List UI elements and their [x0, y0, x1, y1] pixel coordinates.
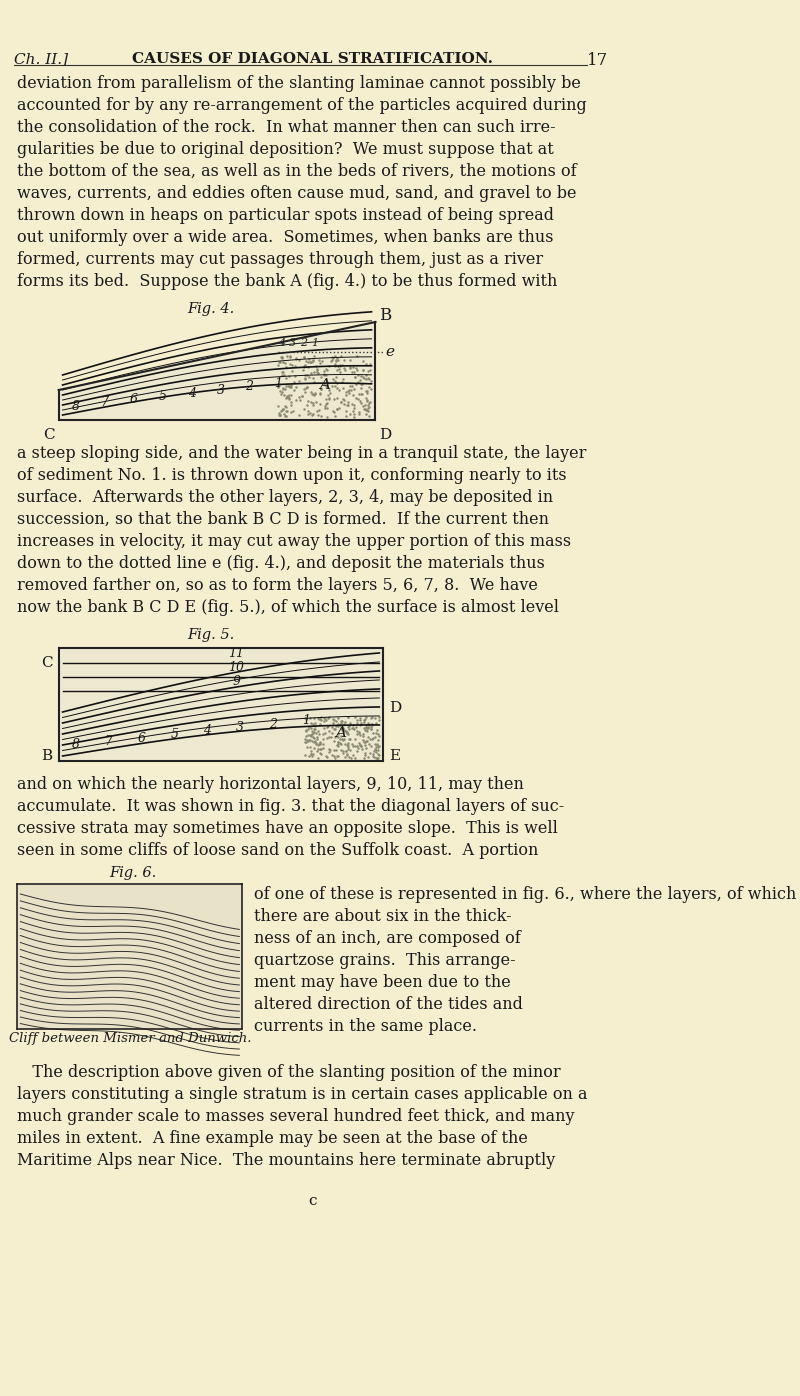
Text: increases in velocity, it may cut away the upper portion of this mass: increases in velocity, it may cut away t… — [18, 533, 571, 550]
Text: 5: 5 — [170, 727, 178, 741]
Text: Fig. 6.: Fig. 6. — [110, 866, 157, 879]
Text: 9: 9 — [233, 676, 241, 688]
Text: cessive strata may sometimes have an opposite slope.  This is well: cessive strata may sometimes have an opp… — [18, 819, 558, 838]
Text: C: C — [41, 656, 53, 670]
Text: 17: 17 — [586, 52, 608, 68]
Text: altered direction of the tides and: altered direction of the tides and — [254, 995, 523, 1013]
Text: quartzose grains.  This arrange-: quartzose grains. This arrange- — [254, 952, 516, 969]
Text: 6: 6 — [130, 394, 138, 406]
Text: Fig. 5.: Fig. 5. — [187, 628, 235, 642]
Text: waves, currents, and eddies often cause mud, sand, and gravel to be: waves, currents, and eddies often cause … — [18, 186, 577, 202]
Text: ment may have been due to the: ment may have been due to the — [254, 974, 511, 991]
Polygon shape — [18, 884, 242, 1029]
Text: B: B — [42, 750, 53, 764]
Text: 1: 1 — [311, 338, 318, 348]
Text: 4: 4 — [203, 725, 211, 737]
Text: Fig. 4.: Fig. 4. — [187, 302, 235, 315]
Text: succession, so that the bank B C D is formed.  If the current then: succession, so that the bank B C D is fo… — [18, 511, 550, 528]
Text: 2: 2 — [269, 718, 277, 730]
Text: E: E — [390, 750, 401, 764]
Text: layers constituting a single stratum is in certain cases applicable on a: layers constituting a single stratum is … — [18, 1086, 588, 1103]
Text: deviation from parallelism of the slanting laminae cannot possibly be: deviation from parallelism of the slanti… — [18, 75, 581, 92]
Text: ness of an inch, are composed of: ness of an inch, are composed of — [254, 930, 521, 946]
Text: 3: 3 — [236, 720, 244, 734]
Text: 2: 2 — [246, 380, 254, 394]
Text: miles in extent.  A fine example may be seen at the base of the: miles in extent. A fine example may be s… — [18, 1129, 528, 1148]
Text: accumulate.  It was shown in fig. 3. that the diagonal layers of suc-: accumulate. It was shown in fig. 3. that… — [18, 799, 565, 815]
Text: the bottom of the sea, as well as in the beds of rivers, the motions of: the bottom of the sea, as well as in the… — [18, 163, 577, 180]
Text: gularities be due to original deposition?  We must suppose that at: gularities be due to original deposition… — [18, 141, 554, 158]
Text: Cliff between Mismer and Dunwich.: Cliff between Mismer and Dunwich. — [9, 1032, 251, 1046]
Text: 2: 2 — [300, 338, 307, 348]
Text: e: e — [386, 345, 394, 359]
Text: D: D — [390, 701, 402, 715]
Text: 4: 4 — [188, 387, 196, 399]
Text: c: c — [309, 1194, 317, 1208]
Text: thrown down in heaps on particular spots instead of being spread: thrown down in heaps on particular spots… — [18, 207, 554, 223]
Text: B: B — [379, 307, 392, 324]
Text: 3: 3 — [289, 338, 296, 348]
Text: the consolidation of the rock.  In what manner then can such irre-: the consolidation of the rock. In what m… — [18, 119, 556, 135]
Text: Maritime Alps near Nice.  The mountains here terminate abruptly: Maritime Alps near Nice. The mountains h… — [18, 1152, 555, 1168]
Text: A: A — [334, 726, 346, 740]
Text: forms its bed.  Suppose the bank A (fig. 4.) to be thus formed with: forms its bed. Suppose the bank A (fig. … — [18, 274, 558, 290]
Text: of one of these is represented in fig. 6., where the layers, of which: of one of these is represented in fig. 6… — [254, 886, 797, 903]
Text: now the bank B C D E (fig. 5.), of which the surface is almost level: now the bank B C D E (fig. 5.), of which… — [18, 599, 559, 616]
Text: 8: 8 — [72, 399, 80, 412]
Text: accounted for by any re-arrangement of the particles acquired during: accounted for by any re-arrangement of t… — [18, 96, 587, 114]
Text: surface.  Afterwards the other layers, 2, 3, 4, may be deposited in: surface. Afterwards the other layers, 2,… — [18, 489, 554, 505]
Text: CAUSES OF DIAGONAL STRATIFICATION.: CAUSES OF DIAGONAL STRATIFICATION. — [132, 52, 494, 66]
Text: 8: 8 — [72, 738, 80, 751]
Text: The description above given of the slanting position of the minor: The description above given of the slant… — [18, 1064, 561, 1081]
Text: and on which the nearly horizontal layers, 9, 10, 11, may then: and on which the nearly horizontal layer… — [18, 776, 524, 793]
Text: down to the dotted line e (fig. 4.), and deposit the materials thus: down to the dotted line e (fig. 4.), and… — [18, 556, 545, 572]
Text: 7: 7 — [101, 396, 109, 409]
Text: of sediment No. 1. is thrown down upon it, conforming nearly to its: of sediment No. 1. is thrown down upon i… — [18, 468, 567, 484]
Text: removed farther on, so as to form the layers 5, 6, 7, 8.  We have: removed farther on, so as to form the la… — [18, 577, 538, 595]
Text: out uniformly over a wide area.  Sometimes, when banks are thus: out uniformly over a wide area. Sometime… — [18, 229, 554, 246]
Text: much grander scale to masses several hundred feet thick, and many: much grander scale to masses several hun… — [18, 1108, 574, 1125]
Text: 3: 3 — [217, 384, 225, 396]
Text: A: A — [319, 378, 330, 392]
Text: 11: 11 — [229, 646, 245, 660]
Text: 7: 7 — [105, 736, 113, 748]
Polygon shape — [58, 322, 375, 420]
Text: a steep sloping side, and the water being in a tranquil state, the layer: a steep sloping side, and the water bein… — [18, 445, 586, 462]
Text: 1: 1 — [302, 713, 310, 727]
Text: formed, currents may cut passages through them, just as a river: formed, currents may cut passages throug… — [18, 251, 543, 268]
Text: 6: 6 — [138, 732, 146, 744]
Text: 10: 10 — [229, 660, 245, 674]
Text: D: D — [379, 429, 392, 443]
Text: C: C — [43, 429, 54, 443]
Text: seen in some cliffs of loose sand on the Suffolk coast.  A portion: seen in some cliffs of loose sand on the… — [18, 842, 538, 859]
Text: Ch. II.]: Ch. II.] — [14, 52, 68, 66]
Text: there are about six in the thick-: there are about six in the thick- — [254, 907, 512, 926]
Text: 5: 5 — [158, 389, 166, 403]
Polygon shape — [58, 648, 383, 761]
Text: 1: 1 — [274, 377, 282, 389]
Text: 4: 4 — [278, 338, 285, 348]
Text: currents in the same place.: currents in the same place. — [254, 1018, 478, 1034]
